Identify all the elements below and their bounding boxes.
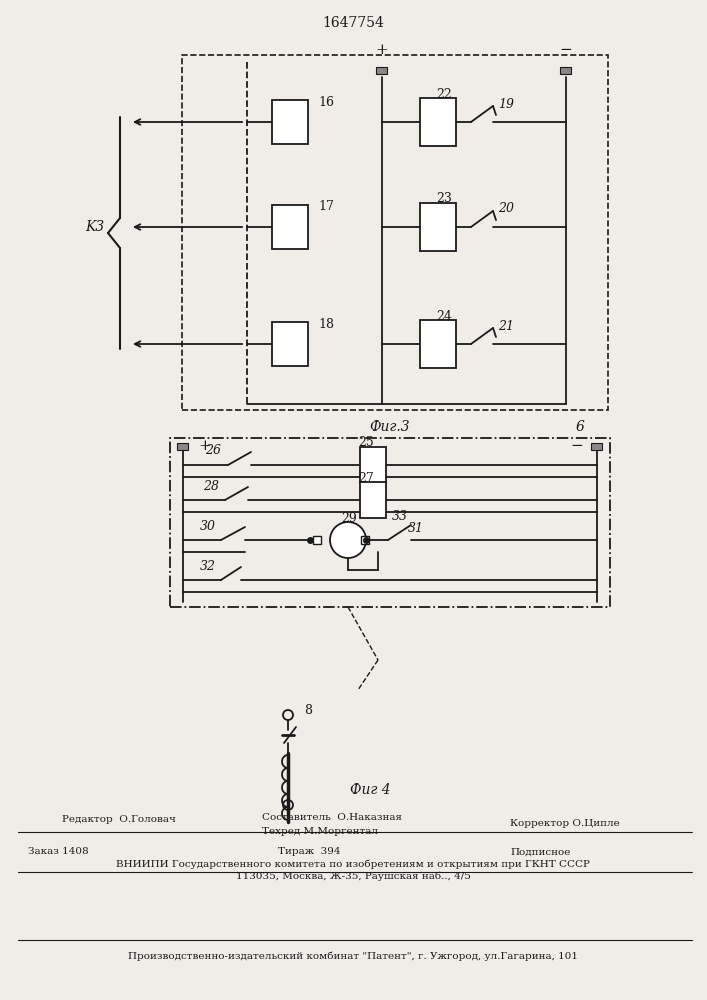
Text: Техред М.Моргентал: Техред М.Моргентал <box>262 828 378 836</box>
Bar <box>420 98 456 146</box>
Bar <box>420 203 456 251</box>
Text: Заказ 1408: Заказ 1408 <box>28 848 88 856</box>
Bar <box>170 438 610 607</box>
Text: Редактор  О.Головач: Редактор О.Головач <box>62 816 176 824</box>
Text: 31: 31 <box>408 522 424 534</box>
Text: Корректор О.Ципле: Корректор О.Ципле <box>510 820 620 828</box>
Circle shape <box>330 522 366 558</box>
Text: Составитель  О.Наказная: Составитель О.Наказная <box>262 814 402 822</box>
Text: 28: 28 <box>203 480 219 492</box>
Bar <box>420 320 456 368</box>
Text: 22: 22 <box>436 88 452 101</box>
Text: −: − <box>571 439 583 453</box>
Bar <box>313 536 321 544</box>
Bar <box>272 100 308 144</box>
Text: Тираж  394: Тираж 394 <box>278 848 341 856</box>
Text: Фиг 4: Фиг 4 <box>350 783 390 797</box>
Text: +: + <box>198 439 211 453</box>
Bar <box>360 447 386 483</box>
Bar <box>377 66 387 74</box>
Text: 21: 21 <box>498 320 514 332</box>
Text: 113035, Москва, Ж-35, Раушская наб.., 4/5: 113035, Москва, Ж-35, Раушская наб.., 4/… <box>235 871 470 881</box>
Text: 25: 25 <box>358 436 374 450</box>
Text: 23: 23 <box>436 192 452 206</box>
Text: Фиг.3: Фиг.3 <box>370 420 410 434</box>
Bar <box>177 442 189 450</box>
Text: 19: 19 <box>498 98 514 110</box>
Text: Подписное: Подписное <box>510 848 571 856</box>
Bar <box>592 442 602 450</box>
Text: ВНИИПИ Государственного комитета по изобретениям и открытиям при ГКНТ СССР: ВНИИПИ Государственного комитета по изоб… <box>116 859 590 869</box>
Bar <box>360 482 386 518</box>
Text: 18: 18 <box>318 318 334 330</box>
Text: 26: 26 <box>205 444 221 458</box>
Text: 24: 24 <box>436 310 452 322</box>
Text: 6: 6 <box>575 420 585 434</box>
Bar <box>272 322 308 366</box>
Text: 8: 8 <box>304 704 312 718</box>
Text: 20: 20 <box>498 202 514 216</box>
Bar <box>361 536 369 544</box>
Text: 33: 33 <box>392 510 408 522</box>
Text: 32: 32 <box>200 560 216 572</box>
Text: 1647754: 1647754 <box>322 16 384 30</box>
Text: K3: K3 <box>86 220 105 234</box>
Text: Производственно-издательский комбинат "Патент", г. Ужгород, ул.Гагарина, 101: Производственно-издательский комбинат "П… <box>128 951 578 961</box>
Bar <box>272 205 308 249</box>
Text: 16: 16 <box>318 96 334 108</box>
Text: 29: 29 <box>341 512 357 524</box>
Text: 30: 30 <box>200 520 216 532</box>
Text: 17: 17 <box>318 200 334 214</box>
Text: +: + <box>375 43 388 57</box>
Text: 27: 27 <box>358 472 374 485</box>
Bar <box>182 55 608 410</box>
Bar <box>561 66 571 74</box>
Text: −: − <box>560 43 573 57</box>
